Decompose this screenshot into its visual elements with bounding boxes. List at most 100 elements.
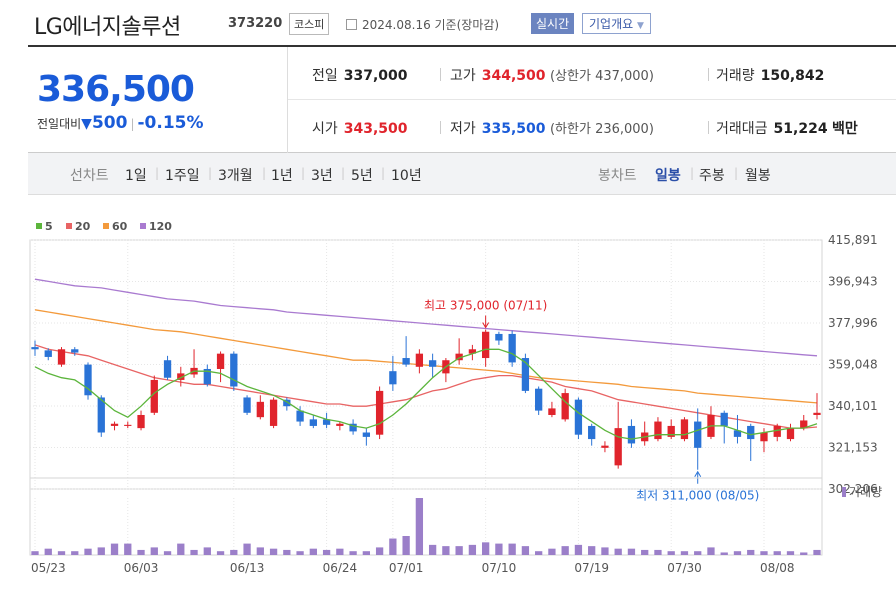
candle-chart-label: 봉차트	[598, 168, 637, 184]
volume-bar	[468, 544, 477, 555]
volume-bar	[389, 538, 397, 555]
candle	[349, 419, 357, 435]
candle-body	[415, 353, 424, 367]
volume-bar	[667, 551, 675, 555]
period-5y[interactable]: 5년	[351, 168, 373, 184]
candle	[667, 419, 675, 440]
volume-bar	[495, 543, 503, 555]
candle-body	[150, 379, 158, 413]
candle-body	[31, 347, 39, 350]
candle	[31, 340, 39, 356]
candle	[601, 441, 609, 453]
volume-bar	[508, 543, 516, 555]
x-tick-label: 06/13	[230, 561, 265, 575]
volume-bar	[256, 547, 264, 555]
realtime-button[interactable]: 실시간	[531, 13, 575, 34]
y-tick-label: 396,943	[828, 275, 878, 289]
company-info-label: 기업개요	[589, 17, 634, 31]
change-percent: -0.15%	[137, 113, 204, 133]
x-tick-label: 07/19	[574, 561, 609, 575]
prev-close: 전일 337,000	[312, 65, 408, 85]
candle	[535, 386, 543, 415]
candle-body	[508, 333, 516, 363]
divider	[708, 68, 709, 81]
period-daily[interactable]: 일봉	[655, 168, 681, 184]
volume-bar	[150, 547, 158, 555]
volume-bar	[230, 549, 238, 555]
volume-bar	[137, 549, 145, 555]
period-1w[interactable]: 1주일	[165, 168, 200, 184]
low-value: 335,500	[481, 121, 546, 137]
volume-bar	[163, 551, 172, 555]
candle-body	[773, 425, 781, 437]
candle-body	[57, 349, 66, 365]
candle	[296, 406, 304, 426]
volume-bar	[614, 548, 622, 555]
candle-body	[481, 331, 490, 359]
x-tick-label: 06/03	[124, 561, 159, 575]
candle-body	[786, 428, 795, 440]
candle	[243, 395, 251, 415]
lower-limit: (하한가 236,000)	[549, 122, 654, 137]
volume-bar	[269, 548, 278, 555]
candle-body	[428, 360, 437, 367]
volume-bar	[296, 551, 304, 555]
volume-bar	[680, 551, 689, 555]
divider: |	[381, 166, 386, 180]
candle	[627, 419, 636, 448]
high-arrow-head	[482, 322, 490, 329]
volume-legend-swatch	[842, 487, 846, 497]
y-tick-label: 415,891	[828, 233, 878, 247]
candle-body	[588, 425, 596, 440]
candle	[641, 421, 649, 446]
candle-body	[813, 412, 821, 415]
candle-body	[137, 414, 145, 429]
period-3y[interactable]: 3년	[311, 168, 333, 184]
volume-bar	[216, 551, 225, 555]
period-3m[interactable]: 3개월	[218, 168, 253, 184]
y-tick-label: 359,048	[828, 358, 878, 372]
candle	[614, 401, 622, 469]
chart-period-bar: 선차트 1일 | 1주일 | 3개월 | 1년 | 3년 | 5년 | 10년 …	[28, 153, 896, 195]
volume-legend-label: 거래량	[849, 485, 882, 499]
volume-bar	[362, 551, 371, 555]
volume-bar	[733, 551, 742, 555]
volume-bar	[720, 552, 728, 555]
period-weekly[interactable]: 주봉	[699, 168, 725, 184]
period-monthly[interactable]: 월봉	[745, 168, 771, 184]
period-1d[interactable]: 1일	[125, 168, 147, 184]
volume-bar	[322, 549, 331, 555]
candle-body	[574, 399, 583, 435]
candle	[177, 366, 185, 387]
legend-label: 120	[149, 220, 172, 233]
candle	[203, 364, 211, 387]
volume-bar	[110, 543, 119, 555]
candle	[216, 351, 225, 383]
price-change: 전일대비▼500 | -0.15%	[37, 113, 204, 133]
high-price: 고가 344,500 (상한가 437,000)	[450, 65, 654, 85]
open-value: 343,500	[343, 121, 408, 137]
ma5-line	[34, 348, 818, 440]
candle	[561, 388, 569, 422]
period-10y[interactable]: 10년	[391, 168, 422, 184]
quote-date: 2024.08.16 기준(장마감)	[346, 16, 499, 33]
period-1y[interactable]: 1년	[271, 168, 293, 184]
volume-bar	[349, 551, 357, 555]
y-tick-label: 377,996	[828, 316, 878, 330]
candle	[375, 386, 384, 440]
divider: |	[341, 166, 346, 180]
candle	[256, 395, 264, 420]
company-info-dropdown[interactable]: 기업개요 ▼	[582, 13, 651, 34]
low-price: 저가 335,500 (하한가 236,000)	[450, 118, 654, 138]
divider	[708, 121, 709, 134]
volume-bar	[588, 546, 596, 555]
x-tick-label: 08/08	[760, 561, 795, 575]
volume-bar	[548, 548, 556, 555]
candle-body	[747, 425, 755, 440]
volume-bar	[574, 544, 583, 555]
divider: |	[734, 166, 739, 180]
volume-bar	[31, 551, 39, 555]
y-tick-label: 340,101	[828, 399, 878, 413]
divider	[440, 68, 441, 81]
candle-body	[561, 393, 569, 420]
